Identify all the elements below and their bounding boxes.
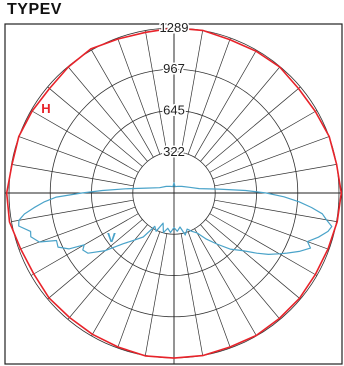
- grid-spoke: [200, 224, 281, 320]
- chart-title: TYPEV: [7, 1, 62, 18]
- series-group: [5, 27, 343, 359]
- grid-spoke: [117, 231, 161, 349]
- grid-spoke: [205, 86, 301, 167]
- grid-spoke: [194, 49, 257, 158]
- grid-spoke: [180, 233, 203, 356]
- grid-spoke: [209, 110, 318, 173]
- radial-tick-label: 645: [163, 102, 185, 117]
- radial-tick-label: 322: [163, 144, 185, 159]
- grid-spoke: [117, 37, 161, 155]
- grid-spoke: [67, 66, 148, 162]
- series-labels: HV: [41, 101, 116, 245]
- radial-tick-label: 967: [163, 61, 185, 76]
- grid-spoke: [47, 86, 143, 167]
- grid-spoke: [11, 164, 134, 187]
- series-v-label: V: [107, 230, 116, 245]
- series-h-curve: [5, 27, 343, 359]
- grid-spoke: [214, 199, 337, 222]
- grid-spoke: [91, 49, 154, 158]
- series-v-curve: [18, 182, 333, 255]
- series-h-label: H: [41, 101, 50, 116]
- grid-spoke: [214, 164, 337, 187]
- grid-spoke: [47, 219, 143, 300]
- grid-spoke: [212, 136, 330, 180]
- grid-spoke: [91, 228, 154, 337]
- radial-tick-label: 1289: [160, 20, 189, 35]
- grid-spoke: [11, 199, 134, 222]
- grid-spoke: [209, 213, 318, 276]
- grid-spoke: [187, 231, 231, 349]
- grid-spoke: [180, 30, 203, 153]
- grid-spoke: [187, 37, 231, 155]
- plot-frame: [4, 23, 343, 365]
- grid-spoke: [194, 228, 257, 337]
- grid-spoke: [200, 66, 281, 162]
- grid-spoke: [205, 219, 301, 300]
- grid-spoke: [212, 206, 330, 250]
- grid-spoke: [145, 233, 168, 356]
- radial-tick-labels: 322 645 967 1289: [158, 19, 190, 161]
- grid-spoke: [30, 110, 139, 173]
- grid-spoke: [145, 30, 168, 153]
- grid-spoke: [18, 206, 136, 250]
- grid-spoke: [18, 136, 136, 180]
